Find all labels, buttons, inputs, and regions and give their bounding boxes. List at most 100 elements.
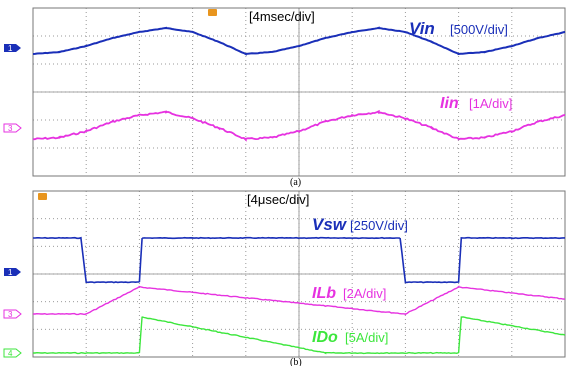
grid-dot [245,164,247,165]
grid-dot [37,301,38,303]
grid-dot [404,144,406,145]
grid-dot [181,218,182,220]
grid-dot [185,301,186,303]
grid-dot [377,147,378,149]
grid-dot [437,35,438,37]
grid-dot [369,35,370,37]
grid-dot [305,35,306,37]
grid-dot [553,245,554,247]
grid-dot [397,63,398,65]
grid-dot [458,72,460,73]
grid-dot [511,136,513,137]
grid-dot [377,301,378,303]
grid-dot [429,147,430,149]
grid-dot [405,147,406,149]
grid-dot [157,218,158,220]
grid-dot [397,147,398,149]
grid-dot [145,245,146,247]
iin-trace [33,109,566,142]
grid-dot [485,301,486,303]
grid-dot [349,147,350,149]
grid-dot [505,245,506,247]
grid-dot [138,168,140,169]
grid-dot [404,243,406,244]
grid-dot [181,328,182,330]
grid-dot [221,119,222,121]
grid-dot [351,76,353,77]
grid-dot [477,63,478,65]
grid-dot [537,63,538,65]
grid-dot [511,24,513,25]
grid-dot [309,301,310,303]
grid-dot [458,315,460,316]
grid-dot [557,147,558,149]
grid-dot [413,301,414,303]
grid-dot [217,301,218,303]
grid-dot [85,311,87,312]
grid-dot [511,36,513,37]
grid-dot [192,152,194,153]
grid-dot [85,218,86,220]
grid-dot [245,35,246,37]
grid-dot [249,301,250,303]
grid-dot [511,287,513,288]
grid-dot [245,335,247,336]
grid-dot [337,328,338,330]
grid-dot [313,35,314,37]
grid-dot [333,218,334,220]
grid-dot [205,218,206,220]
grid-dot [521,218,522,220]
grid-dot [351,263,353,264]
grid-dot [301,301,302,303]
grid-dot [65,218,66,220]
grid-dot [245,351,247,352]
grid-dot [229,245,230,247]
grid-dot [241,63,242,65]
grid-dot [405,328,406,330]
grid-dot [317,301,318,303]
grid-dot [469,63,470,65]
ch1-marker-b: 1 [4,268,21,277]
grid-dot [73,328,74,330]
grid-dot [353,301,354,303]
grid-dot [381,63,382,65]
grid-dot [245,56,247,57]
grid-dot [341,218,342,220]
grid-dot [45,119,46,121]
grid-dot [138,247,140,248]
grid-dot [141,218,142,220]
grid-dot [458,283,460,284]
grid-dot [473,328,474,330]
grid-dot [511,124,513,125]
grid-dot [417,63,418,65]
grid-dot [85,144,87,145]
grid-dot [351,347,353,348]
grid-dot [458,156,460,157]
grid-dot [549,328,550,330]
grid-dot [425,245,426,247]
grid-dot [461,328,462,330]
grid-dot [521,328,522,330]
grid-dot [353,119,354,121]
grid-dot [409,245,410,247]
grid-dot [93,147,94,149]
grid-dot [511,116,513,117]
grid-dot [245,96,247,97]
grid-dot [138,40,140,41]
grid-dot [145,119,146,121]
grid-dot [177,119,178,121]
grid-dot [401,218,402,220]
grid-dot [351,36,353,37]
grid-dot [313,218,314,220]
grid-dot [192,323,194,324]
grid-dot [477,301,478,303]
grid-dot [201,245,202,247]
grid-dot [105,218,106,220]
grid-dot [351,271,353,272]
grid-dot [77,63,78,65]
grid-dot [351,299,353,300]
grid-dot [105,245,106,247]
grid-dot [361,147,362,149]
grid-dot [404,335,406,336]
grid-dot [145,35,146,37]
